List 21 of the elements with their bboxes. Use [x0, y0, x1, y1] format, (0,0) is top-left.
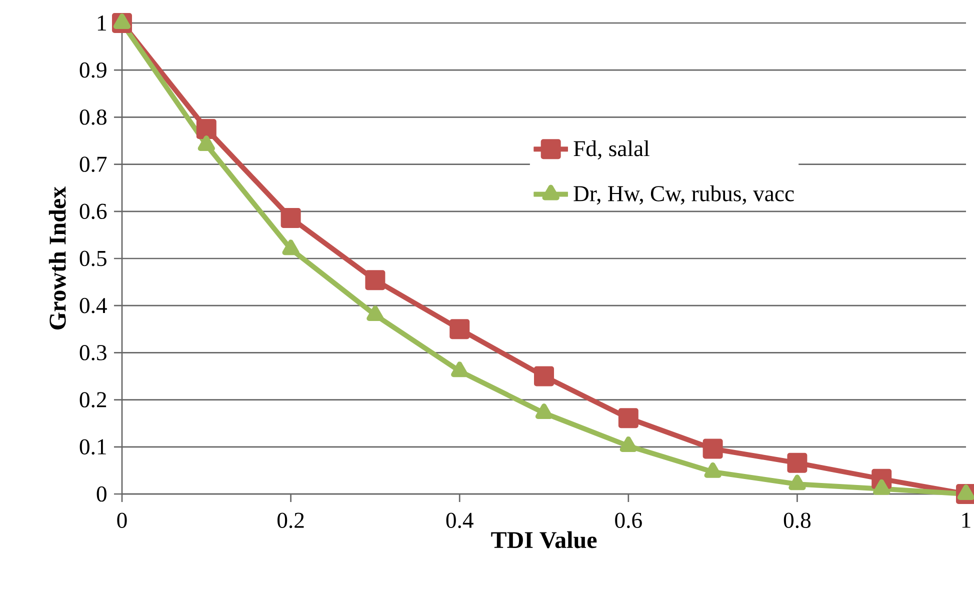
y-tick-label: 0.6 — [80, 204, 107, 220]
y-tick-label: 0.5 — [80, 250, 106, 266]
y-tick-label: 0 — [96, 486, 106, 502]
y-tick-label: 0.3 — [80, 345, 106, 360]
legend-label: Fd, salal — [574, 140, 650, 160]
x-tick-label: 0.6 — [615, 512, 642, 528]
legend-label: Dr, Hw, Cw, rubus, vacc — [574, 185, 794, 205]
y-axis-title: Growth Index — [48, 186, 66, 330]
y-tick-label: 0.1 — [80, 439, 106, 455]
y-tick-label: 0.8 — [80, 110, 106, 125]
x-axis-title: TDI Value — [491, 531, 597, 548]
y-tick-label: 0.2 — [80, 392, 106, 408]
y-tick-label: 0.7 — [80, 156, 107, 172]
x-tick-label: 1 — [962, 512, 970, 528]
x-tick-label: 0.8 — [784, 512, 811, 528]
y-tick-label: 1 — [98, 16, 106, 30]
x-tick-label: 0.2 — [277, 512, 304, 528]
x-tick-label: 0.4 — [446, 512, 474, 528]
x-tick-label: 0 — [117, 512, 127, 528]
y-tick-label: 0.9 — [80, 62, 106, 78]
y-tick-label: 0.4 — [80, 298, 107, 314]
